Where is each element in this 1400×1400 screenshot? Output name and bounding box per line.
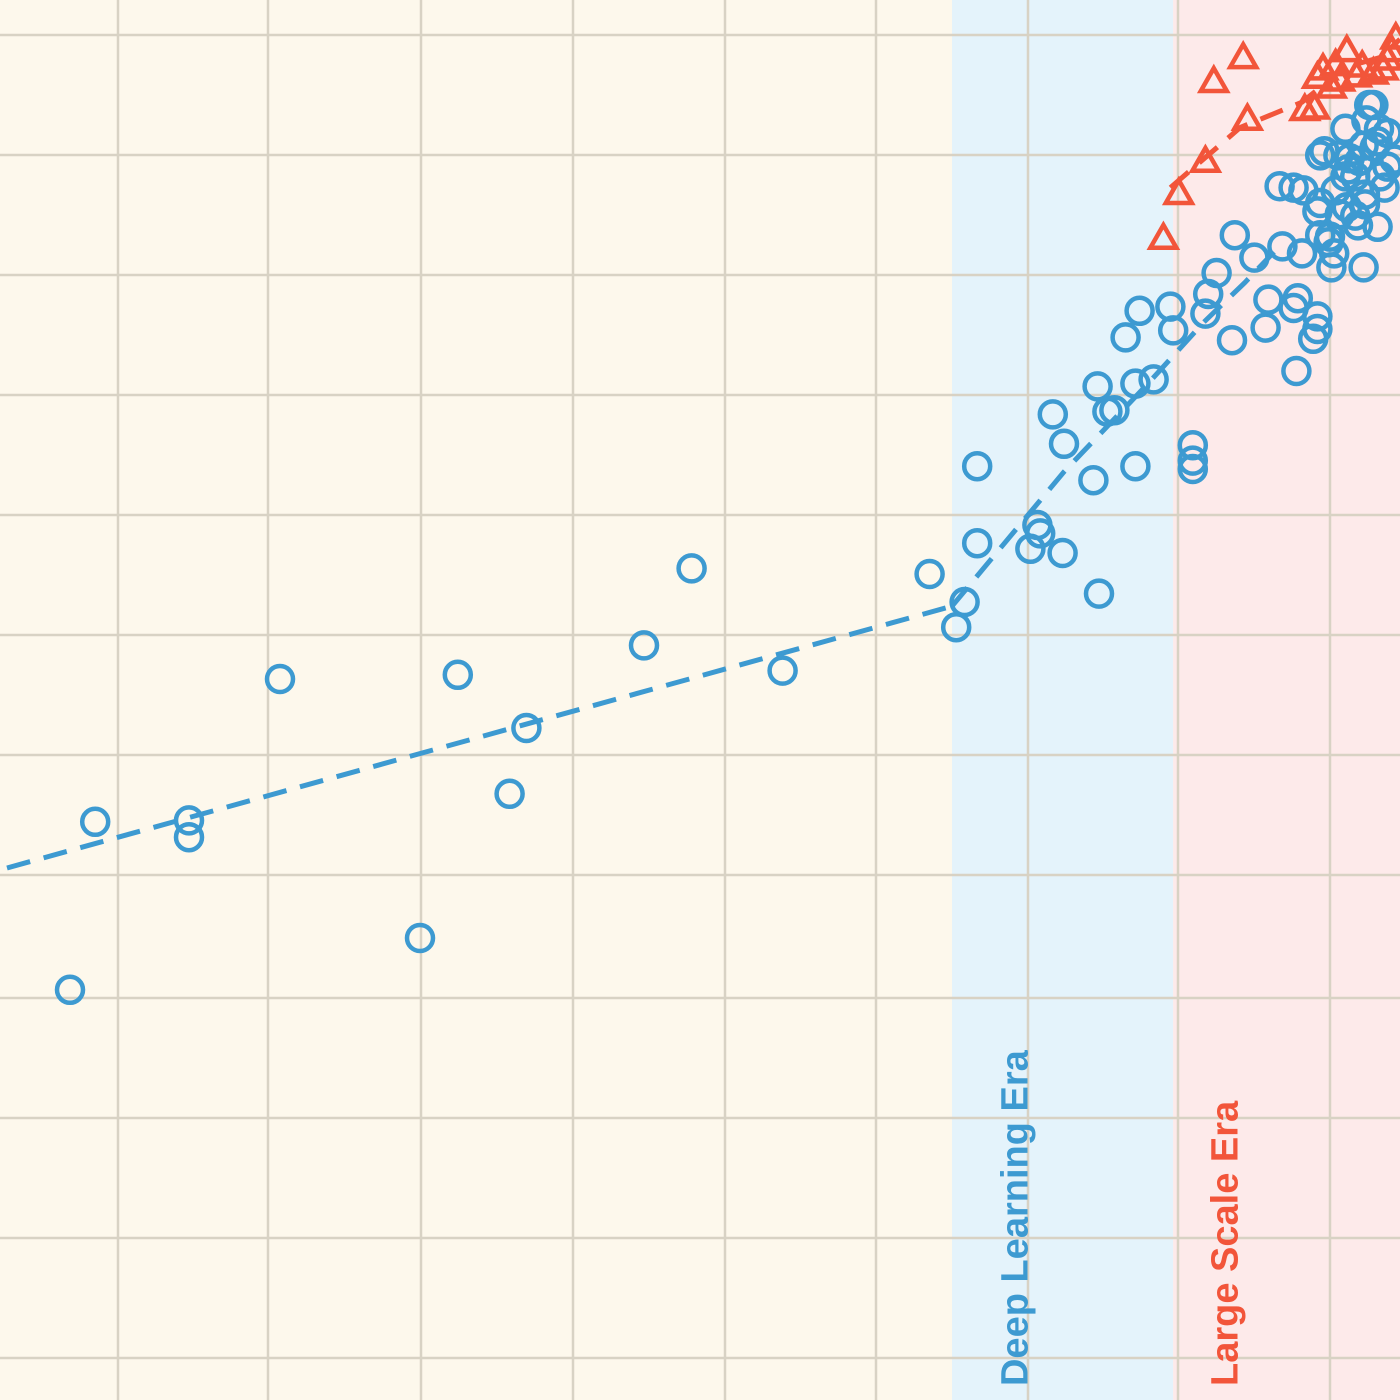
point-series-0-42	[1219, 219, 1251, 251]
point-series-0-28	[1110, 322, 1141, 353]
data-points	[54, 20, 1400, 1006]
point-series-0-31	[1124, 295, 1155, 327]
point-series-0-91	[1334, 142, 1365, 174]
point-series-0-63	[1318, 238, 1350, 269]
point-series-0-44	[1250, 312, 1281, 343]
point-series-1-17	[1370, 41, 1400, 71]
point-series-0-34	[1157, 315, 1189, 346]
point-series-0-6	[442, 659, 474, 691]
era-region-0	[952, 0, 1174, 1400]
point-series-1-4	[1226, 39, 1261, 70]
point-series-0-8	[511, 712, 542, 744]
point-series-0-30	[1120, 368, 1151, 399]
trend-line-2	[1168, 37, 1400, 190]
point-series-0-19	[1024, 518, 1056, 549]
point-series-0-37	[1177, 453, 1209, 485]
point-series-0-85	[1362, 211, 1393, 243]
point-series-1-8	[1306, 51, 1340, 81]
point-series-0-16	[961, 527, 993, 559]
point-series-1-0	[1146, 220, 1181, 250]
point-series-0-1	[79, 806, 111, 838]
point-series-0-55	[1286, 238, 1318, 269]
point-series-0-11	[767, 655, 798, 686]
point-series-0-48	[1281, 355, 1312, 387]
point-series-1-5	[1230, 101, 1265, 131]
point-series-0-43	[1239, 242, 1270, 273]
point-series-0-93	[1362, 126, 1393, 157]
point-series-0-59	[1304, 140, 1336, 171]
point-series-0-20	[1047, 537, 1078, 569]
point-series-0-36	[1177, 445, 1209, 476]
point-series-0-41	[1216, 324, 1248, 356]
point-series-0-92	[1330, 161, 1361, 192]
point-series-0-3	[173, 805, 205, 836]
point-series-1-19	[1314, 69, 1349, 99]
point-series-0-7	[494, 778, 525, 810]
point-series-0-32	[1138, 364, 1169, 395]
point-series-0-46	[1267, 231, 1298, 262]
point-series-0-40	[1201, 257, 1232, 289]
point-series-0-2	[173, 821, 205, 853]
point-series-1-1	[1161, 175, 1196, 206]
point-series-0-22	[1048, 428, 1080, 460]
point-series-0-24	[1083, 578, 1115, 609]
point-series-0-14	[949, 586, 980, 618]
point-series-1-20	[1297, 90, 1332, 120]
trend-line-0	[6, 603, 953, 871]
point-series-0-0	[54, 974, 86, 1006]
point-series-0-79	[1348, 252, 1379, 283]
trend-lines	[6, 37, 1400, 871]
point-series-0-38	[1190, 298, 1221, 329]
point-series-0-4	[264, 663, 296, 695]
point-series-0-90	[1349, 179, 1381, 210]
point-series-0-27	[1099, 394, 1130, 426]
point-series-0-75	[1342, 210, 1374, 241]
point-series-0-9	[628, 630, 660, 661]
point-series-0-15	[961, 450, 993, 482]
point-series-0-49	[1282, 282, 1314, 314]
point-series-0-89	[1363, 113, 1395, 145]
point-series-0-88	[1372, 151, 1400, 182]
era-labels: Deep Learning Era Large Scale Era	[995, 1049, 1247, 1386]
point-series-1-11	[1329, 32, 1364, 63]
point-series-1-2	[1188, 143, 1223, 173]
point-series-0-23	[1078, 464, 1109, 496]
point-series-0-65	[1316, 252, 1347, 283]
point-series-1-13	[1356, 55, 1391, 85]
point-series-0-29	[1120, 450, 1151, 482]
point-series-0-25	[1082, 371, 1113, 402]
point-series-0-12	[914, 558, 945, 590]
era-regions	[952, 0, 1400, 1400]
point-series-0-5	[404, 922, 436, 954]
point-series-1-16	[1378, 20, 1400, 50]
point-series-0-76	[1349, 189, 1381, 220]
point-series-1-3	[1196, 63, 1231, 94]
large-scale-era-label: Large Scale Era	[1205, 1100, 1247, 1386]
point-series-1-18	[1339, 58, 1374, 88]
point-series-0-21	[1037, 399, 1069, 430]
deep-learning-era-label: Deep Learning Era	[995, 1049, 1037, 1386]
point-series-0-56	[1302, 301, 1333, 332]
point-series-0-53	[1302, 313, 1333, 345]
point-series-0-54	[1264, 170, 1295, 202]
point-series-0-10	[676, 553, 707, 584]
point-series-0-87	[1379, 144, 1400, 175]
